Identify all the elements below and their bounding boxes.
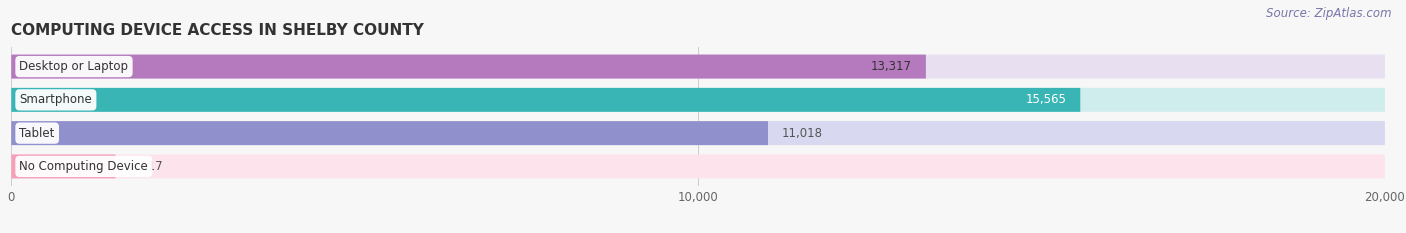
Text: Tablet: Tablet bbox=[20, 127, 55, 140]
FancyBboxPatch shape bbox=[11, 55, 927, 79]
Text: Smartphone: Smartphone bbox=[20, 93, 93, 106]
FancyBboxPatch shape bbox=[11, 55, 1385, 79]
Text: 11,018: 11,018 bbox=[782, 127, 823, 140]
Text: 13,317: 13,317 bbox=[872, 60, 912, 73]
FancyBboxPatch shape bbox=[11, 88, 1080, 112]
Text: Source: ZipAtlas.com: Source: ZipAtlas.com bbox=[1267, 7, 1392, 20]
Text: 1,517: 1,517 bbox=[129, 160, 163, 173]
FancyBboxPatch shape bbox=[11, 154, 115, 178]
FancyBboxPatch shape bbox=[11, 121, 768, 145]
Text: 15,565: 15,565 bbox=[1026, 93, 1067, 106]
FancyBboxPatch shape bbox=[11, 121, 1385, 145]
Text: No Computing Device: No Computing Device bbox=[20, 160, 148, 173]
Text: COMPUTING DEVICE ACCESS IN SHELBY COUNTY: COMPUTING DEVICE ACCESS IN SHELBY COUNTY bbox=[11, 24, 425, 38]
FancyBboxPatch shape bbox=[11, 154, 1385, 178]
FancyBboxPatch shape bbox=[11, 88, 1385, 112]
Text: Desktop or Laptop: Desktop or Laptop bbox=[20, 60, 128, 73]
